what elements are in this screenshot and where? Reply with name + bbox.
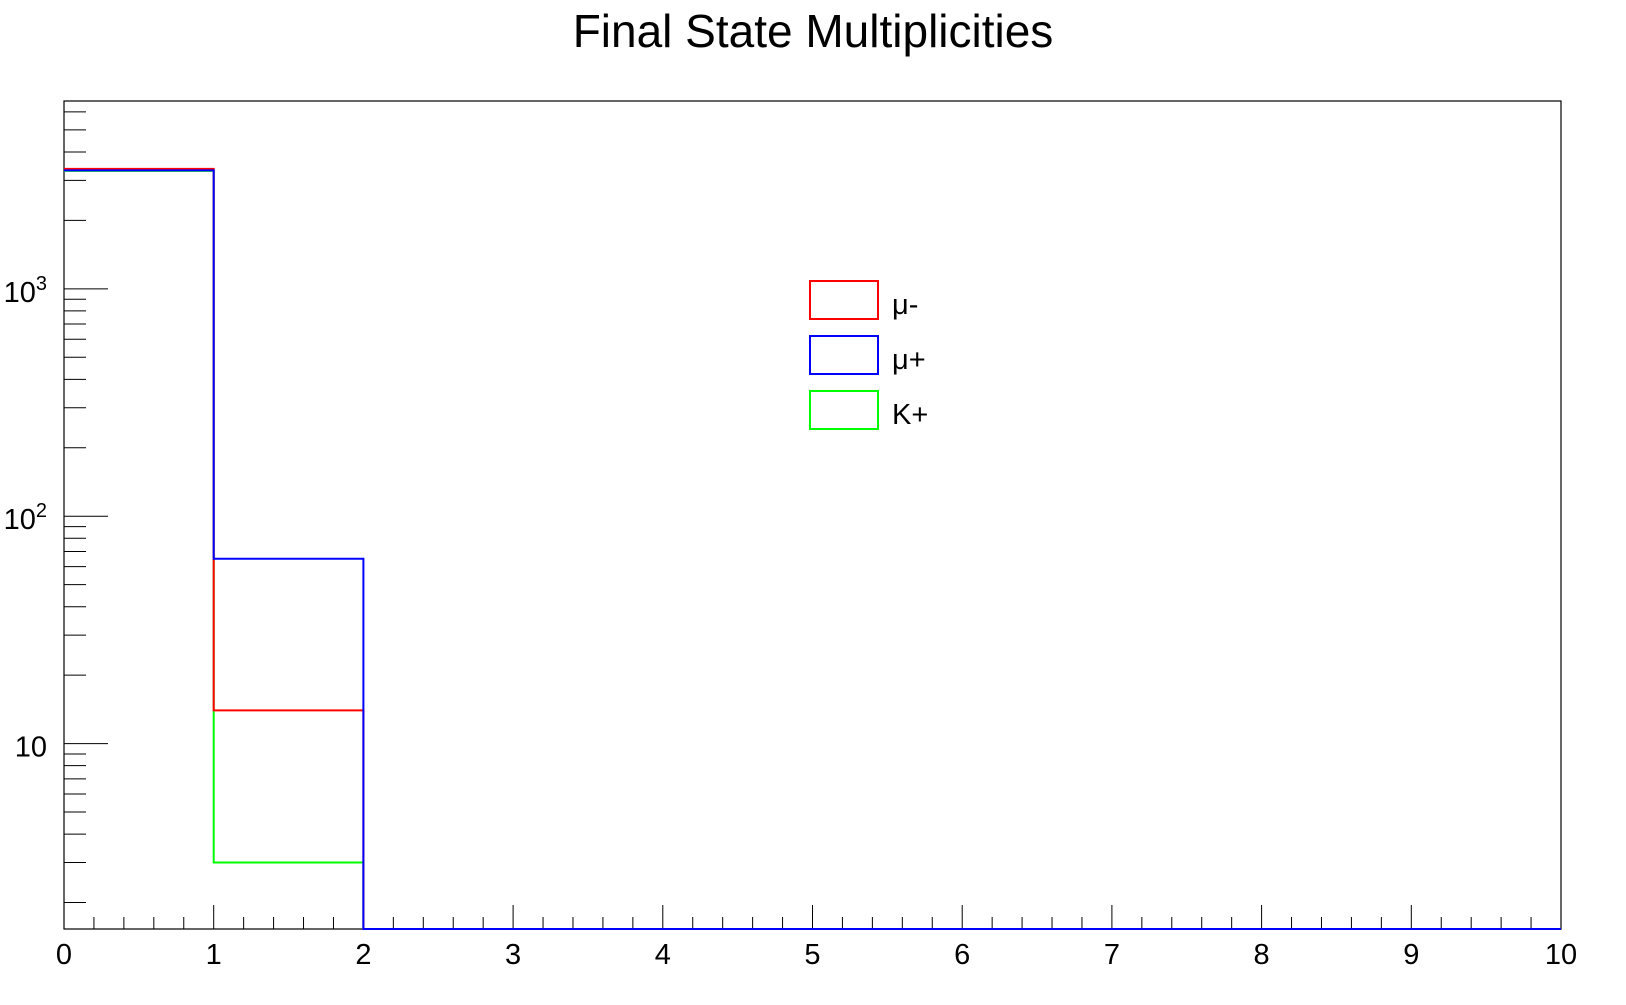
x-tick-label: 0 bbox=[56, 939, 72, 971]
x-tick-label: 2 bbox=[355, 939, 371, 971]
y-axis-ticks bbox=[64, 111, 108, 904]
legend-swatch bbox=[809, 280, 879, 320]
x-axis-tick-labels: 0 1 2 3 4 5 6 7 8 9 10 bbox=[56, 939, 1577, 971]
x-tick-label: 4 bbox=[655, 939, 671, 971]
x-tick-label: 1 bbox=[206, 939, 222, 971]
y-tick-label: 102 bbox=[4, 500, 47, 536]
histogram-series bbox=[64, 167, 1561, 930]
chart-title: Final State Multiplicities bbox=[573, 5, 1054, 57]
legend-swatch bbox=[809, 390, 879, 430]
y-tick-label: 10 bbox=[15, 732, 47, 764]
y-tick-label: 103 bbox=[4, 273, 47, 309]
x-tick-label: 8 bbox=[1254, 939, 1270, 971]
plot-frame bbox=[63, 100, 1562, 930]
x-tick-label: 3 bbox=[505, 939, 521, 971]
x-tick-label: 7 bbox=[1104, 939, 1120, 971]
x-tick-label: 10 bbox=[1545, 939, 1577, 971]
y-axis-tick-labels: 10 102 103 bbox=[4, 273, 47, 764]
x-tick-label: 5 bbox=[804, 939, 820, 971]
histogram-line-series bbox=[64, 169, 1561, 930]
x-tick-label: 6 bbox=[954, 939, 970, 971]
histogram-line-series bbox=[64, 169, 1561, 930]
x-tick-label: 9 bbox=[1403, 939, 1419, 971]
histogram-line-series bbox=[64, 167, 1561, 930]
legend-label: μ+ bbox=[892, 344, 926, 376]
legend-label: K+ bbox=[892, 399, 928, 431]
legend: μ-μ+ K+ bbox=[809, 280, 928, 431]
legend-swatch bbox=[809, 335, 879, 375]
x-axis-ticks bbox=[63, 905, 1562, 929]
legend-label: μ- bbox=[892, 289, 918, 321]
